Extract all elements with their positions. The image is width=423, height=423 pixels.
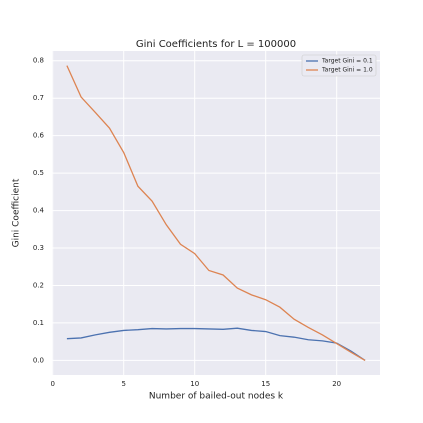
x-tick-label: 5: [121, 380, 125, 388]
y-tick-label: 0.3: [33, 244, 44, 252]
y-tick-label: 0.7: [33, 94, 44, 102]
x-axis-label: Number of bailed-out nodes k: [149, 392, 284, 402]
x-tick-label: 0: [50, 380, 54, 388]
legend: Target Gini = 0.1 Target Gini = 1.0: [301, 54, 377, 77]
x-tick-label: 10: [190, 380, 199, 388]
y-tick-label: 0.8: [33, 57, 44, 65]
series-line: [66, 65, 366, 361]
legend-label: Target Gini = 0.1: [321, 58, 373, 65]
chart-title: Gini Coefficients for L = 100000: [136, 39, 296, 50]
y-axis-label: Gini Coefficient: [12, 178, 22, 247]
legend-label: Target Gini = 1.0: [321, 67, 373, 74]
y-tick-label: 0.6: [33, 132, 45, 140]
y-tick-label: 0.1: [33, 319, 44, 327]
y-tick-label: 0.2: [33, 281, 44, 289]
y-tick-label: 0.4: [33, 207, 45, 215]
x-tick-label: 15: [261, 380, 270, 388]
series-line: [66, 327, 366, 361]
legend-box: [301, 54, 377, 77]
plot-area: [52, 51, 380, 375]
x-tick-label: 20: [332, 380, 341, 388]
y-tick-label: 0.0: [33, 356, 44, 364]
y-tick-label: 0.5: [33, 169, 44, 177]
